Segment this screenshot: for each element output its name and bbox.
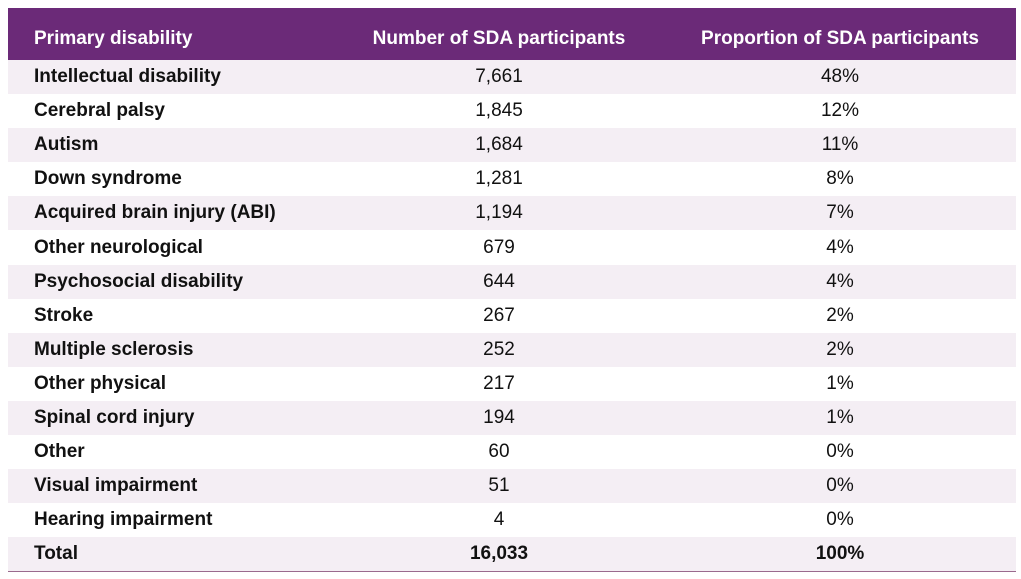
proportion-cell: 2%: [826, 338, 854, 360]
number-cell: 194: [483, 406, 515, 428]
proportion-cell: 0%: [826, 509, 854, 531]
proportion-cell: 12%: [820, 100, 860, 122]
number-cell: 1,281: [475, 168, 523, 190]
disability-cell: Intellectual disability: [34, 66, 221, 88]
number-cell: 1,684: [475, 134, 523, 156]
table-row: Other neurological 679 4%: [8, 230, 1016, 264]
table-row: Other 60 0%: [8, 435, 1016, 469]
number-cell: 7,661: [475, 66, 523, 88]
disability-cell: Spinal cord injury: [34, 406, 195, 428]
disability-cell: Other: [34, 441, 85, 463]
number-cell: 4: [493, 509, 505, 531]
header-row: Primary disability Number of SDA partici…: [8, 8, 1016, 60]
proportion-cell: 4%: [826, 270, 854, 292]
table-row: Autism 1,684 11%: [8, 128, 1016, 163]
number-cell: 60: [488, 441, 510, 463]
table-row: Multiple sclerosis 252 2%: [8, 332, 1016, 367]
header-proportion: Proportion of SDA participants: [701, 28, 979, 49]
disability-cell: Hearing impairment: [34, 509, 213, 531]
disability-cell: Stroke: [34, 304, 94, 326]
disability-cell: Autism: [34, 134, 99, 156]
disability-cell: Cerebral palsy: [34, 100, 165, 122]
proportion-cell: 11%: [821, 134, 859, 156]
header-primary-disability: Primary disability: [34, 28, 193, 49]
proportion-cell: 48%: [820, 66, 860, 88]
total-number: 16,033: [469, 543, 529, 565]
proportion-cell: 0%: [826, 441, 854, 463]
table-body: Intellectual disability 7,661 48% Cerebral …: [8, 60, 1016, 572]
table-row: Other physical 217 1%: [8, 367, 1016, 401]
disability-cell: Psychosocial disability: [34, 270, 244, 292]
sda-participants-table: Primary disability Number of SDA partici…: [8, 8, 1016, 572]
table-row: Acquired brain injury (ABI) 1,194 7%: [8, 196, 1016, 231]
proportion-cell: 4%: [826, 236, 854, 258]
number-cell: 679: [483, 236, 515, 258]
total-proportion: 100%: [815, 543, 865, 565]
proportion-cell: 0%: [826, 475, 854, 497]
number-cell: 217: [483, 372, 515, 394]
table-row: Hearing impairment 4 0%: [8, 503, 1016, 537]
number-cell: 51: [488, 475, 510, 497]
table-row: Down syndrome 1,281 8%: [8, 162, 1016, 196]
table-row: Spinal cord injury 194 1%: [8, 400, 1016, 436]
disability-cell: Down syndrome: [34, 168, 182, 190]
number-cell: 1,845: [475, 100, 523, 122]
proportion-cell: 8%: [826, 168, 854, 190]
table-row: Psychosocial disability 644 4%: [8, 264, 1016, 299]
disability-cell: Other physical: [34, 372, 166, 394]
proportion-cell: 1%: [826, 372, 854, 394]
number-cell: 252: [483, 338, 515, 360]
header-number: Number of SDA participants: [372, 28, 626, 49]
table-row: Intellectual disability 7,661 48%: [8, 60, 1016, 95]
proportion-cell: 7%: [826, 202, 854, 224]
number-cell: 644: [483, 270, 515, 292]
table-row: Visual impairment 51 0%: [8, 469, 1016, 504]
total-label: Total: [34, 543, 78, 565]
proportion-cell: 2%: [826, 304, 854, 326]
total-row: Total 16,033 100%: [8, 537, 1016, 572]
table-row: Cerebral palsy 1,845 12%: [8, 94, 1016, 128]
disability-cell: Other neurological: [34, 236, 203, 258]
disability-cell: Visual impairment: [34, 475, 198, 497]
table-row: Stroke 267 2%: [8, 299, 1016, 333]
number-cell: 1,194: [475, 202, 523, 224]
disability-cell: Acquired brain injury (ABI): [34, 202, 276, 224]
number-cell: 267: [483, 304, 515, 326]
proportion-cell: 1%: [826, 406, 854, 428]
disability-cell: Multiple sclerosis: [34, 338, 194, 360]
